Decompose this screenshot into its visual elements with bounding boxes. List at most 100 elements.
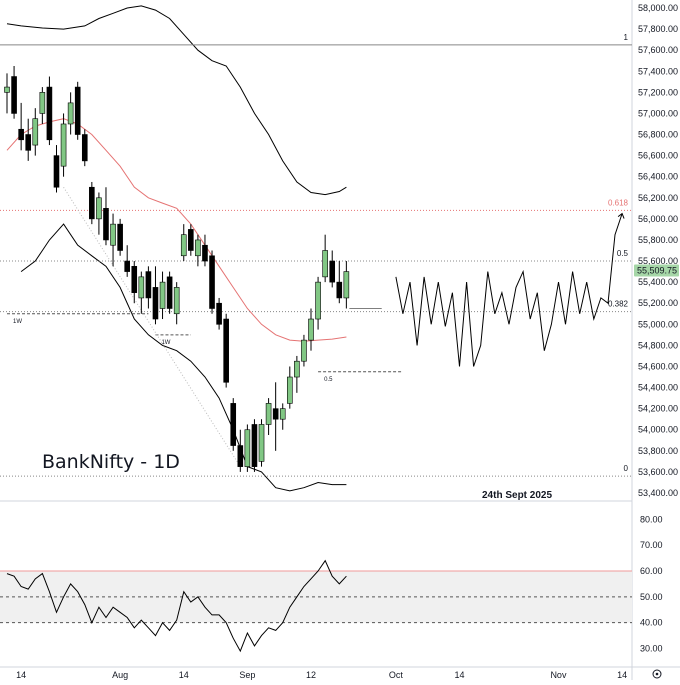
price-tick-label: 55,000.00 xyxy=(638,319,678,329)
rsi-band xyxy=(0,571,632,623)
zone-label: 1W xyxy=(161,340,170,346)
candle-down xyxy=(103,208,109,241)
candle-up xyxy=(4,86,10,93)
candle-down xyxy=(329,260,336,283)
candle-down xyxy=(11,76,17,114)
axes-layer: 53,400.00 53,600.00 53,800.00 54,000.00 54,2… xyxy=(16,3,678,680)
price-tick-label: 57,200.00 xyxy=(638,87,678,97)
candle-down xyxy=(336,281,343,299)
price-tick-label: 56,400.00 xyxy=(638,172,678,182)
last-price-label: 55,509.75 xyxy=(637,266,677,276)
candle-down xyxy=(18,128,24,141)
candle-up xyxy=(258,424,265,462)
zone-label: 0.5 xyxy=(324,377,333,383)
candle-down xyxy=(145,271,152,299)
rsi-tick-label: 60.00 xyxy=(640,566,663,576)
price-tick-label: 54,800.00 xyxy=(638,340,678,350)
bollinger-upper xyxy=(6,5,347,196)
candle-down xyxy=(53,155,60,188)
candle-up xyxy=(32,118,39,146)
price-tick-label: 53,600.00 xyxy=(638,467,678,477)
rsi-tick-label: 40.00 xyxy=(640,618,663,628)
price-tick-label: 54,600.00 xyxy=(638,361,678,371)
candle-down xyxy=(202,244,208,262)
candle-up xyxy=(265,403,272,425)
time-tick-label: Oct xyxy=(389,670,404,680)
candle-up xyxy=(279,408,286,420)
projection-path xyxy=(395,213,623,367)
candle-down xyxy=(188,229,194,251)
candle-up xyxy=(244,429,251,467)
candle-down xyxy=(117,223,123,251)
time-tick-label: 14 xyxy=(617,670,627,680)
rsi-tick-label: 80.00 xyxy=(640,514,663,524)
candle-down xyxy=(166,276,173,309)
price-tick-label: 55,600.00 xyxy=(638,256,678,266)
time-tick-label: Sep xyxy=(239,670,255,680)
candle-up xyxy=(173,287,180,315)
candle-up xyxy=(96,197,102,220)
time-tick-label: Aug xyxy=(112,670,128,680)
price-tick-label: 56,200.00 xyxy=(638,193,678,203)
candle-down xyxy=(74,86,81,135)
candle-down xyxy=(131,266,138,293)
candle-down xyxy=(124,260,130,272)
price-tick-label: 54,000.00 xyxy=(638,425,678,435)
rsi-line xyxy=(6,559,347,653)
candle-up xyxy=(315,281,321,320)
candle-down xyxy=(223,318,229,383)
bollinger-lower xyxy=(20,223,347,492)
last-price-tag xyxy=(634,264,679,277)
candle-up xyxy=(286,376,293,404)
price-tick-label: 55,400.00 xyxy=(638,277,678,287)
candle-up xyxy=(322,250,328,278)
fib-level-label: 0.5 xyxy=(617,249,629,258)
candle-down xyxy=(216,302,222,325)
rsi-tick-label: 30.00 xyxy=(640,644,663,654)
price-tick-label: 54,200.00 xyxy=(638,404,678,414)
candle-down xyxy=(46,86,53,141)
fib-level-label: 1 xyxy=(624,33,629,42)
candle-up xyxy=(60,123,67,167)
price-tick-label: 56,800.00 xyxy=(638,130,678,140)
candle-down xyxy=(152,287,159,320)
candle-up xyxy=(195,239,201,257)
fib-level-label: 0 xyxy=(624,464,629,473)
fib-levels-layer: 1 0.618 0.5 0.382 0 xyxy=(0,33,632,477)
trend-guide-line xyxy=(63,186,241,467)
price-tick-label: 57,800.00 xyxy=(638,24,678,34)
price-tick-label: 53,400.00 xyxy=(638,488,678,498)
fib-level-label: 0.618 xyxy=(608,198,629,207)
chart-title: BankNifty - 1D xyxy=(42,451,180,473)
candle-down xyxy=(237,445,244,467)
rsi-tick-label: 50.00 xyxy=(640,592,663,602)
bollinger-layer xyxy=(6,5,347,492)
price-tick-label: 56,000.00 xyxy=(638,214,678,224)
settings-icon[interactable] xyxy=(652,669,662,679)
candle-up xyxy=(67,102,74,125)
projection-arrow-head xyxy=(617,212,625,219)
candle-up xyxy=(138,276,145,299)
price-tick-label: 57,000.00 xyxy=(638,108,678,118)
candle-up xyxy=(343,271,350,299)
candle-up xyxy=(301,339,307,362)
candle-up xyxy=(308,318,314,341)
candle-up xyxy=(39,92,46,114)
time-tick-label: 14 xyxy=(16,670,26,680)
projection-layer xyxy=(395,212,625,367)
price-tick-label: 55,200.00 xyxy=(638,298,678,308)
time-tick-label: 12 xyxy=(306,670,316,680)
candle-up xyxy=(110,223,116,246)
rsi-tick-label: 70.00 xyxy=(640,540,663,550)
zone-label: 1W xyxy=(13,319,22,325)
price-tick-label: 55,800.00 xyxy=(638,235,678,245)
candle-down xyxy=(89,186,95,220)
price-tick-label: 53,800.00 xyxy=(638,446,678,456)
candle-up xyxy=(294,360,300,378)
candle-down xyxy=(230,403,237,446)
candle-down xyxy=(272,408,279,420)
candle-down xyxy=(25,134,32,151)
rsi-layer xyxy=(0,559,632,653)
